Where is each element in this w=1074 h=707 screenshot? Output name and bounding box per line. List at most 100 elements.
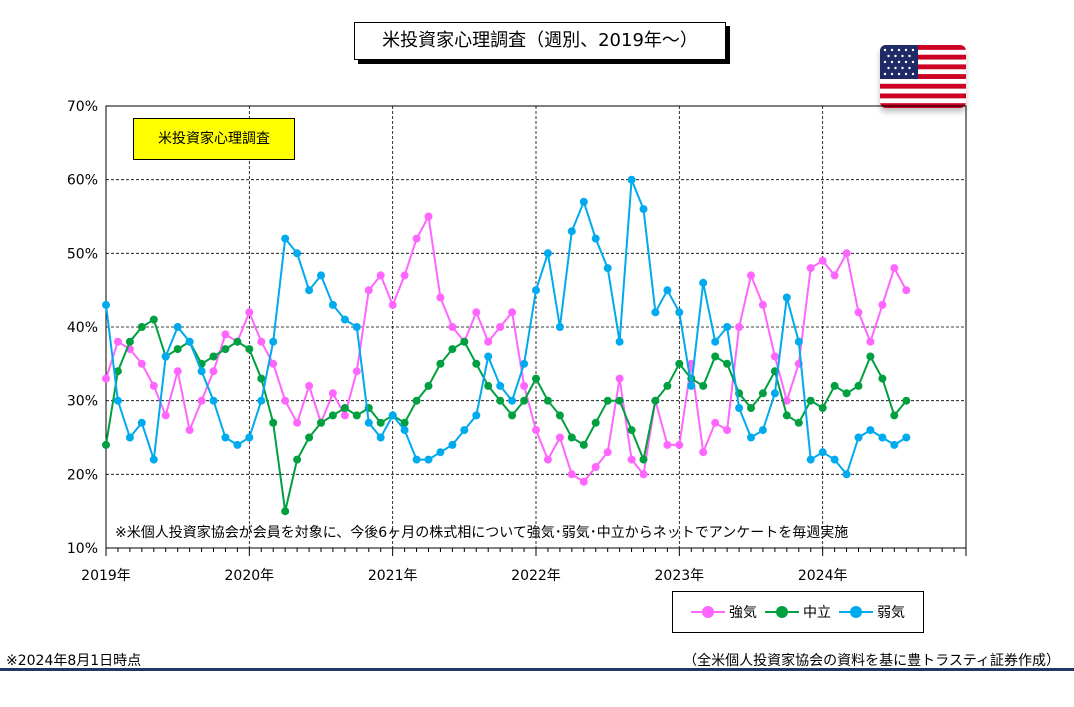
- data-point-bearish: [579, 197, 588, 206]
- data-point-bearish: [842, 470, 851, 479]
- data-point-bearish: [782, 293, 791, 302]
- data-point-neutral: [245, 345, 254, 354]
- data-point-bearish: [424, 455, 433, 464]
- bottom-rule: [0, 668, 1074, 671]
- data-point-neutral: [591, 418, 600, 427]
- data-point-neutral: [412, 396, 421, 405]
- data-point-bearish: [543, 249, 552, 258]
- data-point-bullish: [269, 359, 278, 368]
- data-point-neutral: [436, 359, 445, 368]
- data-point-bearish: [149, 455, 158, 464]
- data-point-bullish: [281, 396, 290, 405]
- data-point-bullish: [328, 389, 337, 398]
- data-point-bearish: [830, 455, 839, 464]
- chart-title: 米投資家心理調査（週別、2019年～）: [354, 22, 726, 60]
- data-point-bullish: [591, 463, 600, 471]
- y-tick-label: 10%: [67, 541, 98, 557]
- y-tick-label: 30%: [67, 394, 98, 410]
- as-of-date: ※2024年8月1日時点: [6, 653, 142, 669]
- data-point-bullish: [376, 271, 385, 280]
- y-tick-label: 20%: [67, 467, 98, 483]
- data-point-bearish: [854, 433, 863, 442]
- data-point-neutral: [281, 507, 290, 516]
- data-point-bearish: [699, 278, 708, 287]
- data-point-bearish: [687, 381, 696, 390]
- data-point-bearish: [508, 396, 517, 405]
- data-point-bearish: [102, 300, 110, 309]
- data-point-bearish: [735, 404, 744, 412]
- data-point-neutral: [699, 381, 708, 390]
- data-point-neutral: [532, 374, 540, 383]
- data-point-bullish: [711, 418, 720, 427]
- legend-swatch-bullish: [691, 606, 725, 618]
- y-tick-label: 50%: [67, 246, 98, 262]
- data-point-bearish: [675, 308, 684, 317]
- data-point-bearish: [758, 426, 767, 435]
- data-point-bullish: [758, 300, 767, 309]
- data-point-bearish: [567, 227, 576, 236]
- data-point-neutral: [675, 359, 684, 368]
- data-point-bearish: [161, 352, 170, 361]
- data-point-bullish: [161, 411, 170, 420]
- data-point-neutral: [520, 396, 529, 405]
- data-point-bullish: [615, 374, 624, 383]
- data-point-neutral: [400, 418, 409, 427]
- data-point-bearish: [496, 381, 505, 390]
- data-point-bearish: [472, 411, 481, 420]
- data-point-neutral: [663, 381, 672, 390]
- data-point-neutral: [317, 418, 325, 427]
- data-point-bullish: [890, 264, 899, 273]
- y-tick-label: 60%: [67, 173, 98, 189]
- data-point-bullish: [639, 470, 648, 479]
- data-point-bullish: [448, 323, 457, 331]
- data-point-bearish: [328, 300, 337, 309]
- data-point-neutral: [424, 381, 433, 390]
- x-tick-label: 2023年: [655, 568, 705, 584]
- data-point-neutral: [782, 411, 791, 420]
- data-point-bearish: [376, 433, 385, 442]
- data-point-neutral: [627, 426, 636, 435]
- data-point-bullish: [508, 308, 517, 317]
- data-point-bullish: [723, 426, 732, 435]
- data-point-bearish: [185, 337, 194, 346]
- data-point-bearish: [257, 396, 266, 405]
- data-point-neutral: [854, 381, 863, 390]
- data-point-bullish: [412, 234, 421, 243]
- series-line-bullish: [105, 213, 908, 484]
- data-point-neutral: [340, 404, 349, 412]
- data-point-bullish: [806, 264, 815, 273]
- data-point-bullish: [567, 470, 576, 479]
- data-point-bullish: [842, 249, 851, 258]
- data-point-bearish: [209, 396, 218, 405]
- data-point-bearish: [412, 455, 421, 464]
- x-tick-label: 2021年: [368, 568, 418, 584]
- data-point-bearish: [723, 323, 732, 331]
- data-point-neutral: [603, 396, 612, 405]
- data-point-bearish: [532, 286, 540, 295]
- data-point-neutral: [579, 440, 588, 449]
- data-point-neutral: [257, 374, 266, 383]
- data-point-bullish: [340, 411, 349, 420]
- data-point-bullish: [209, 367, 218, 376]
- legend: 強気 中立 弱気: [672, 591, 924, 633]
- data-point-neutral: [902, 396, 911, 405]
- data-point-bearish: [113, 396, 122, 405]
- y-tick-label: 70%: [67, 99, 98, 115]
- data-point-bullish: [782, 396, 791, 405]
- data-point-neutral: [866, 352, 875, 361]
- data-point-bullish: [472, 308, 481, 317]
- data-point-bearish: [711, 337, 720, 346]
- data-point-bullish: [424, 212, 433, 221]
- data-point-neutral: [472, 359, 481, 368]
- data-point-bearish: [317, 271, 325, 280]
- data-point-neutral: [747, 404, 755, 412]
- data-point-bullish: [364, 286, 373, 295]
- data-point-bearish: [293, 249, 302, 258]
- legend-label-neutral: 中立: [803, 605, 831, 621]
- data-point-bullish: [603, 448, 612, 457]
- data-point-bearish: [555, 323, 564, 331]
- data-point-bearish: [902, 433, 911, 442]
- data-point-bearish: [125, 433, 134, 442]
- data-point-bullish: [627, 455, 636, 464]
